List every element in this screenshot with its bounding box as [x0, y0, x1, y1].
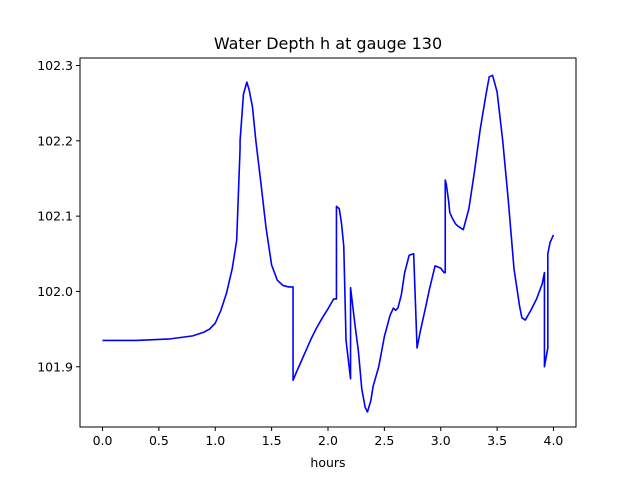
x-axis-label: hours: [310, 455, 345, 470]
x-tick-label: 4.0: [544, 433, 564, 448]
series-line-0: [102, 74, 555, 413]
y-tick-label: 102.3: [37, 58, 73, 73]
x-tick-label: 2.5: [374, 433, 394, 448]
y-tick-label: 102.1: [37, 209, 73, 224]
y-tick-label: 102.0: [37, 284, 73, 299]
x-tick-label: 0.5: [149, 433, 169, 448]
x-tick-label: 1.5: [262, 433, 282, 448]
x-tick-label: 2.0: [318, 433, 338, 448]
y-tick-label: 102.2: [37, 133, 73, 148]
plot-frame: [79, 57, 577, 428]
chart-title: Water Depth h at gauge 130: [214, 34, 442, 53]
plot-layer: [102, 74, 555, 413]
x-tick-label: 3.0: [431, 433, 451, 448]
y-tick-label: 101.9: [37, 359, 73, 374]
x-tick-label: 1.0: [205, 433, 225, 448]
y-axis-ticks: 101.9 102.0 102.1 102.2 102.3: [37, 58, 80, 374]
x-tick-label: 0.0: [93, 433, 113, 448]
x-tick-label: 3.5: [487, 433, 507, 448]
x-axis-ticks: 0.0 0.5 1.0 1.5 2.0 2.5 3.0 3.5 4.0: [93, 427, 564, 448]
